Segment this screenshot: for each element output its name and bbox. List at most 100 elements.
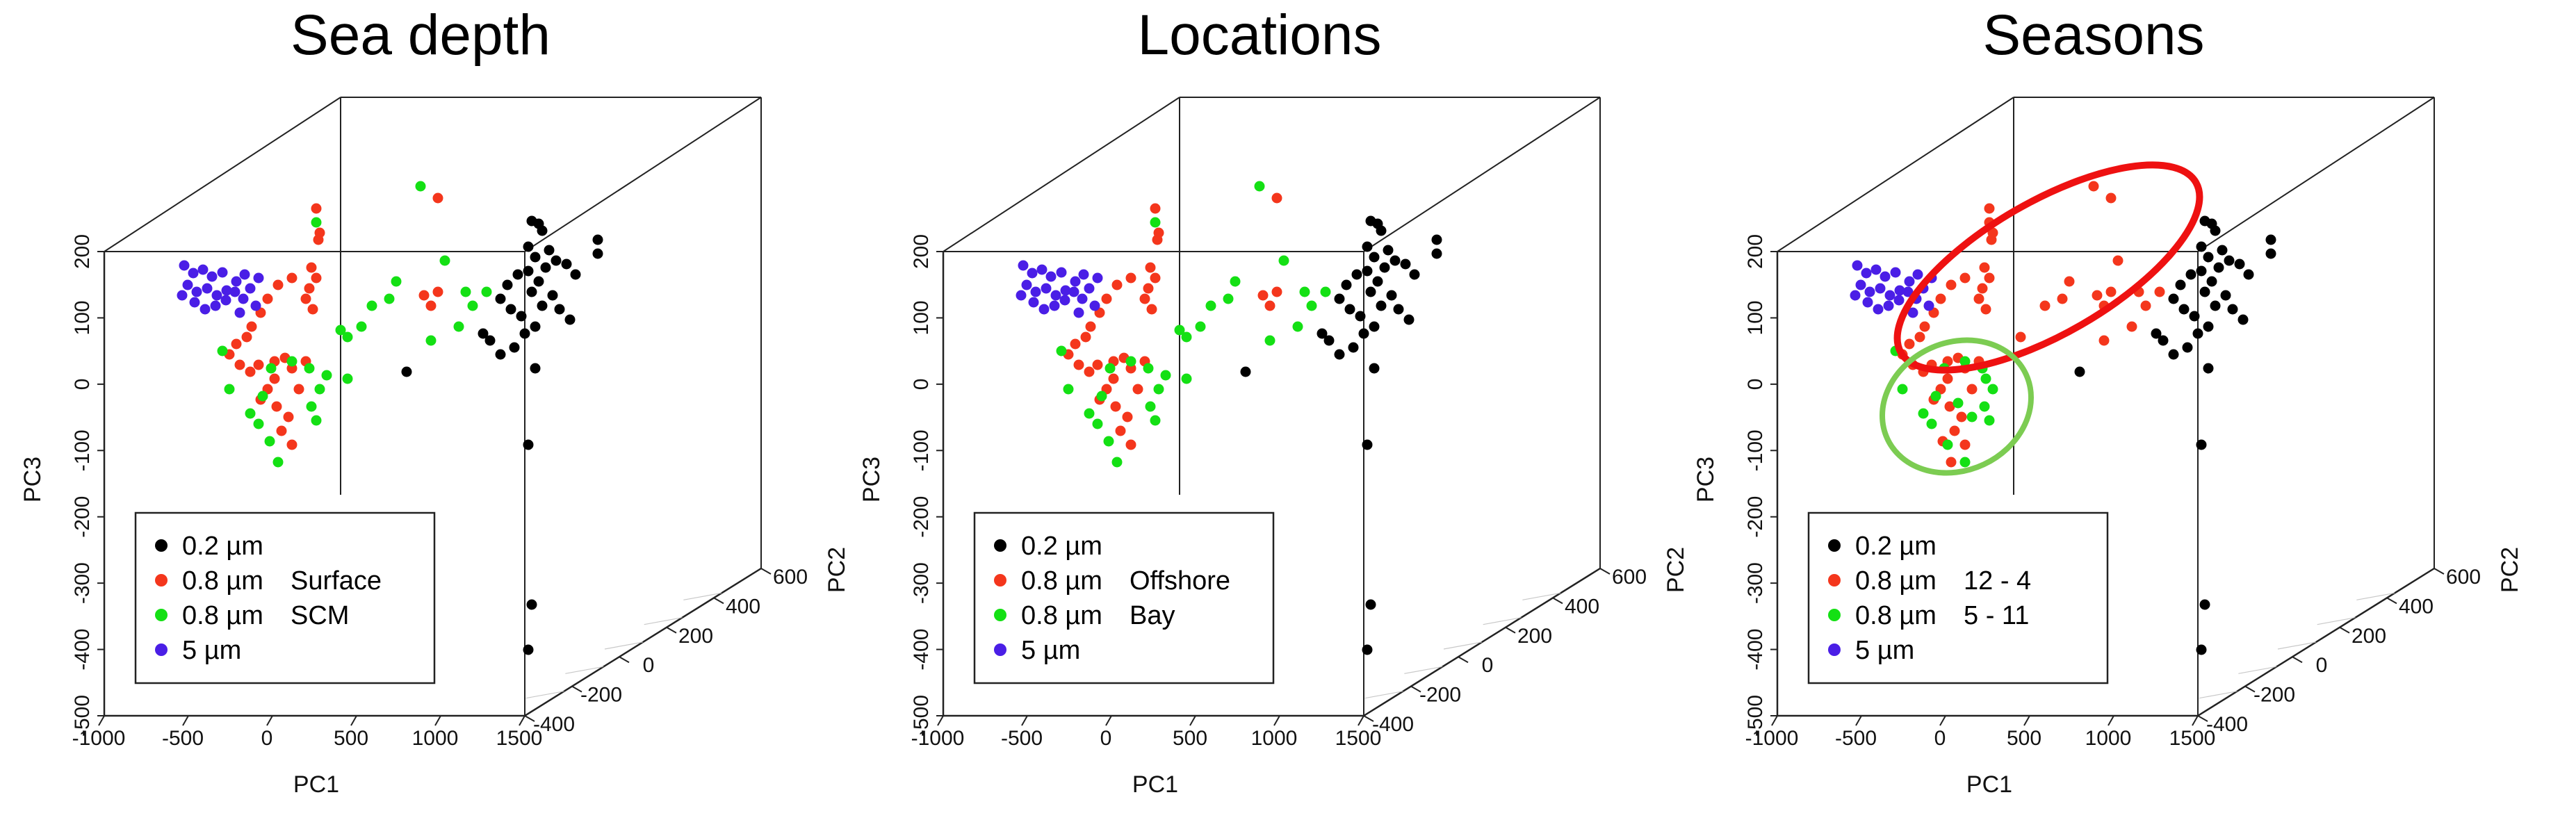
data-point: [1028, 297, 1039, 308]
data-point: [2199, 599, 2210, 610]
y-tick-label: 200: [1517, 625, 1552, 648]
data-point: [1902, 286, 1914, 297]
data-point: [1049, 300, 1060, 311]
data-point: [1150, 272, 1161, 284]
data-point: [311, 415, 322, 426]
data-point: [1949, 425, 1960, 436]
x-tick-label: -1000: [911, 727, 965, 750]
data-point: [1883, 300, 1894, 311]
data-point: [551, 255, 562, 266]
data-point: [250, 300, 261, 311]
legend-size-label: 5 µm: [1855, 636, 1914, 665]
data-point: [1084, 366, 1095, 377]
data-point: [1861, 268, 1872, 279]
data-point: [206, 271, 218, 282]
legend-size-label: 5 µm: [1021, 636, 1080, 665]
data-point: [1953, 397, 1964, 409]
data-point: [2265, 248, 2276, 259]
x-tick: [1771, 715, 1778, 726]
data-point: [537, 300, 548, 311]
data-point: [2210, 300, 2221, 311]
y-tick: [1458, 656, 1469, 664]
data-point: [523, 439, 534, 450]
data-point: [293, 384, 304, 395]
legend-swatch: [1828, 539, 1841, 552]
data-point: [1264, 335, 1275, 346]
data-point: [197, 264, 209, 275]
y-tick-label: 600: [1612, 566, 1647, 589]
data-point: [1030, 286, 1041, 297]
legend-swatch: [155, 609, 168, 621]
data-point: [1956, 411, 1967, 423]
data-point: [1085, 321, 1096, 332]
data-point: [2088, 181, 2099, 192]
x-tick-label: 0: [1934, 727, 1946, 750]
data-point: [286, 356, 297, 367]
z-tick-label: -100: [910, 429, 933, 471]
y-tick-label: 600: [773, 566, 808, 589]
z-tick-label: 0: [910, 379, 933, 391]
panel-title: Sea depth: [291, 3, 551, 67]
data-point: [1973, 293, 1984, 304]
data-point: [561, 259, 572, 270]
data-point: [2178, 304, 2190, 315]
x-tick-label: -1000: [72, 727, 126, 750]
data-point: [311, 217, 322, 228]
z-tick-label: -300: [910, 562, 933, 604]
data-point: [467, 300, 478, 311]
legend-size-label: 0.8 µm: [1855, 601, 1937, 630]
frame-top-left: [104, 97, 341, 252]
data-point: [1125, 272, 1136, 284]
data-point: [1946, 457, 1957, 468]
data-point: [1980, 373, 1991, 384]
panel-seasons: Seasons-500-400-300-200-1000100200PC3-10…: [1693, 3, 2523, 798]
x-tick-label: 0: [261, 727, 273, 750]
data-point: [234, 359, 245, 370]
data-point: [1271, 192, 1282, 204]
data-point: [1018, 260, 1029, 271]
data-point: [1351, 269, 1362, 280]
x-tick: [350, 715, 357, 726]
y-tick: [571, 685, 582, 693]
data-point: [342, 331, 353, 343]
data-point: [221, 285, 232, 296]
data-point: [1389, 255, 1401, 266]
data-point: [1850, 290, 1861, 301]
data-point: [2213, 262, 2224, 273]
data-point: [537, 225, 548, 236]
data-point: [1150, 203, 1161, 214]
data-point: [592, 234, 603, 245]
data-point: [1862, 297, 1873, 308]
z-tick-label: -200: [910, 496, 933, 538]
legend-group-label: 5 - 11: [1964, 601, 2029, 630]
y-tick-label: -400: [1372, 713, 1414, 736]
data-point: [1016, 290, 1027, 301]
data-point: [306, 262, 317, 273]
data-point: [1365, 599, 1376, 610]
y-tick-label: -200: [2253, 684, 2295, 707]
data-point: [177, 290, 188, 301]
data-point: [1362, 265, 1373, 277]
data-point: [1984, 415, 1995, 426]
y-tick-label: -200: [1419, 684, 1461, 707]
data-point: [1041, 283, 1052, 294]
legend-size-label: 5 µm: [182, 636, 241, 665]
data-point: [1875, 283, 1886, 294]
series-0.8um-group-a: [1063, 192, 1282, 450]
data-point: [1979, 262, 1990, 273]
y-tick: [666, 626, 677, 634]
data-point: [366, 300, 377, 311]
data-point: [188, 268, 199, 279]
data-point: [2175, 279, 2186, 290]
data-point: [1195, 321, 1206, 332]
data-point: [1926, 418, 1937, 429]
data-point: [1139, 293, 1150, 304]
floor-line: [683, 592, 722, 600]
data-point: [1959, 272, 1971, 284]
data-point: [2015, 331, 2026, 343]
panel-title: Seasons: [1982, 3, 2204, 67]
data-point: [234, 307, 245, 318]
data-point: [509, 342, 520, 353]
data-point: [2158, 335, 2169, 346]
data-point: [1365, 286, 1376, 297]
